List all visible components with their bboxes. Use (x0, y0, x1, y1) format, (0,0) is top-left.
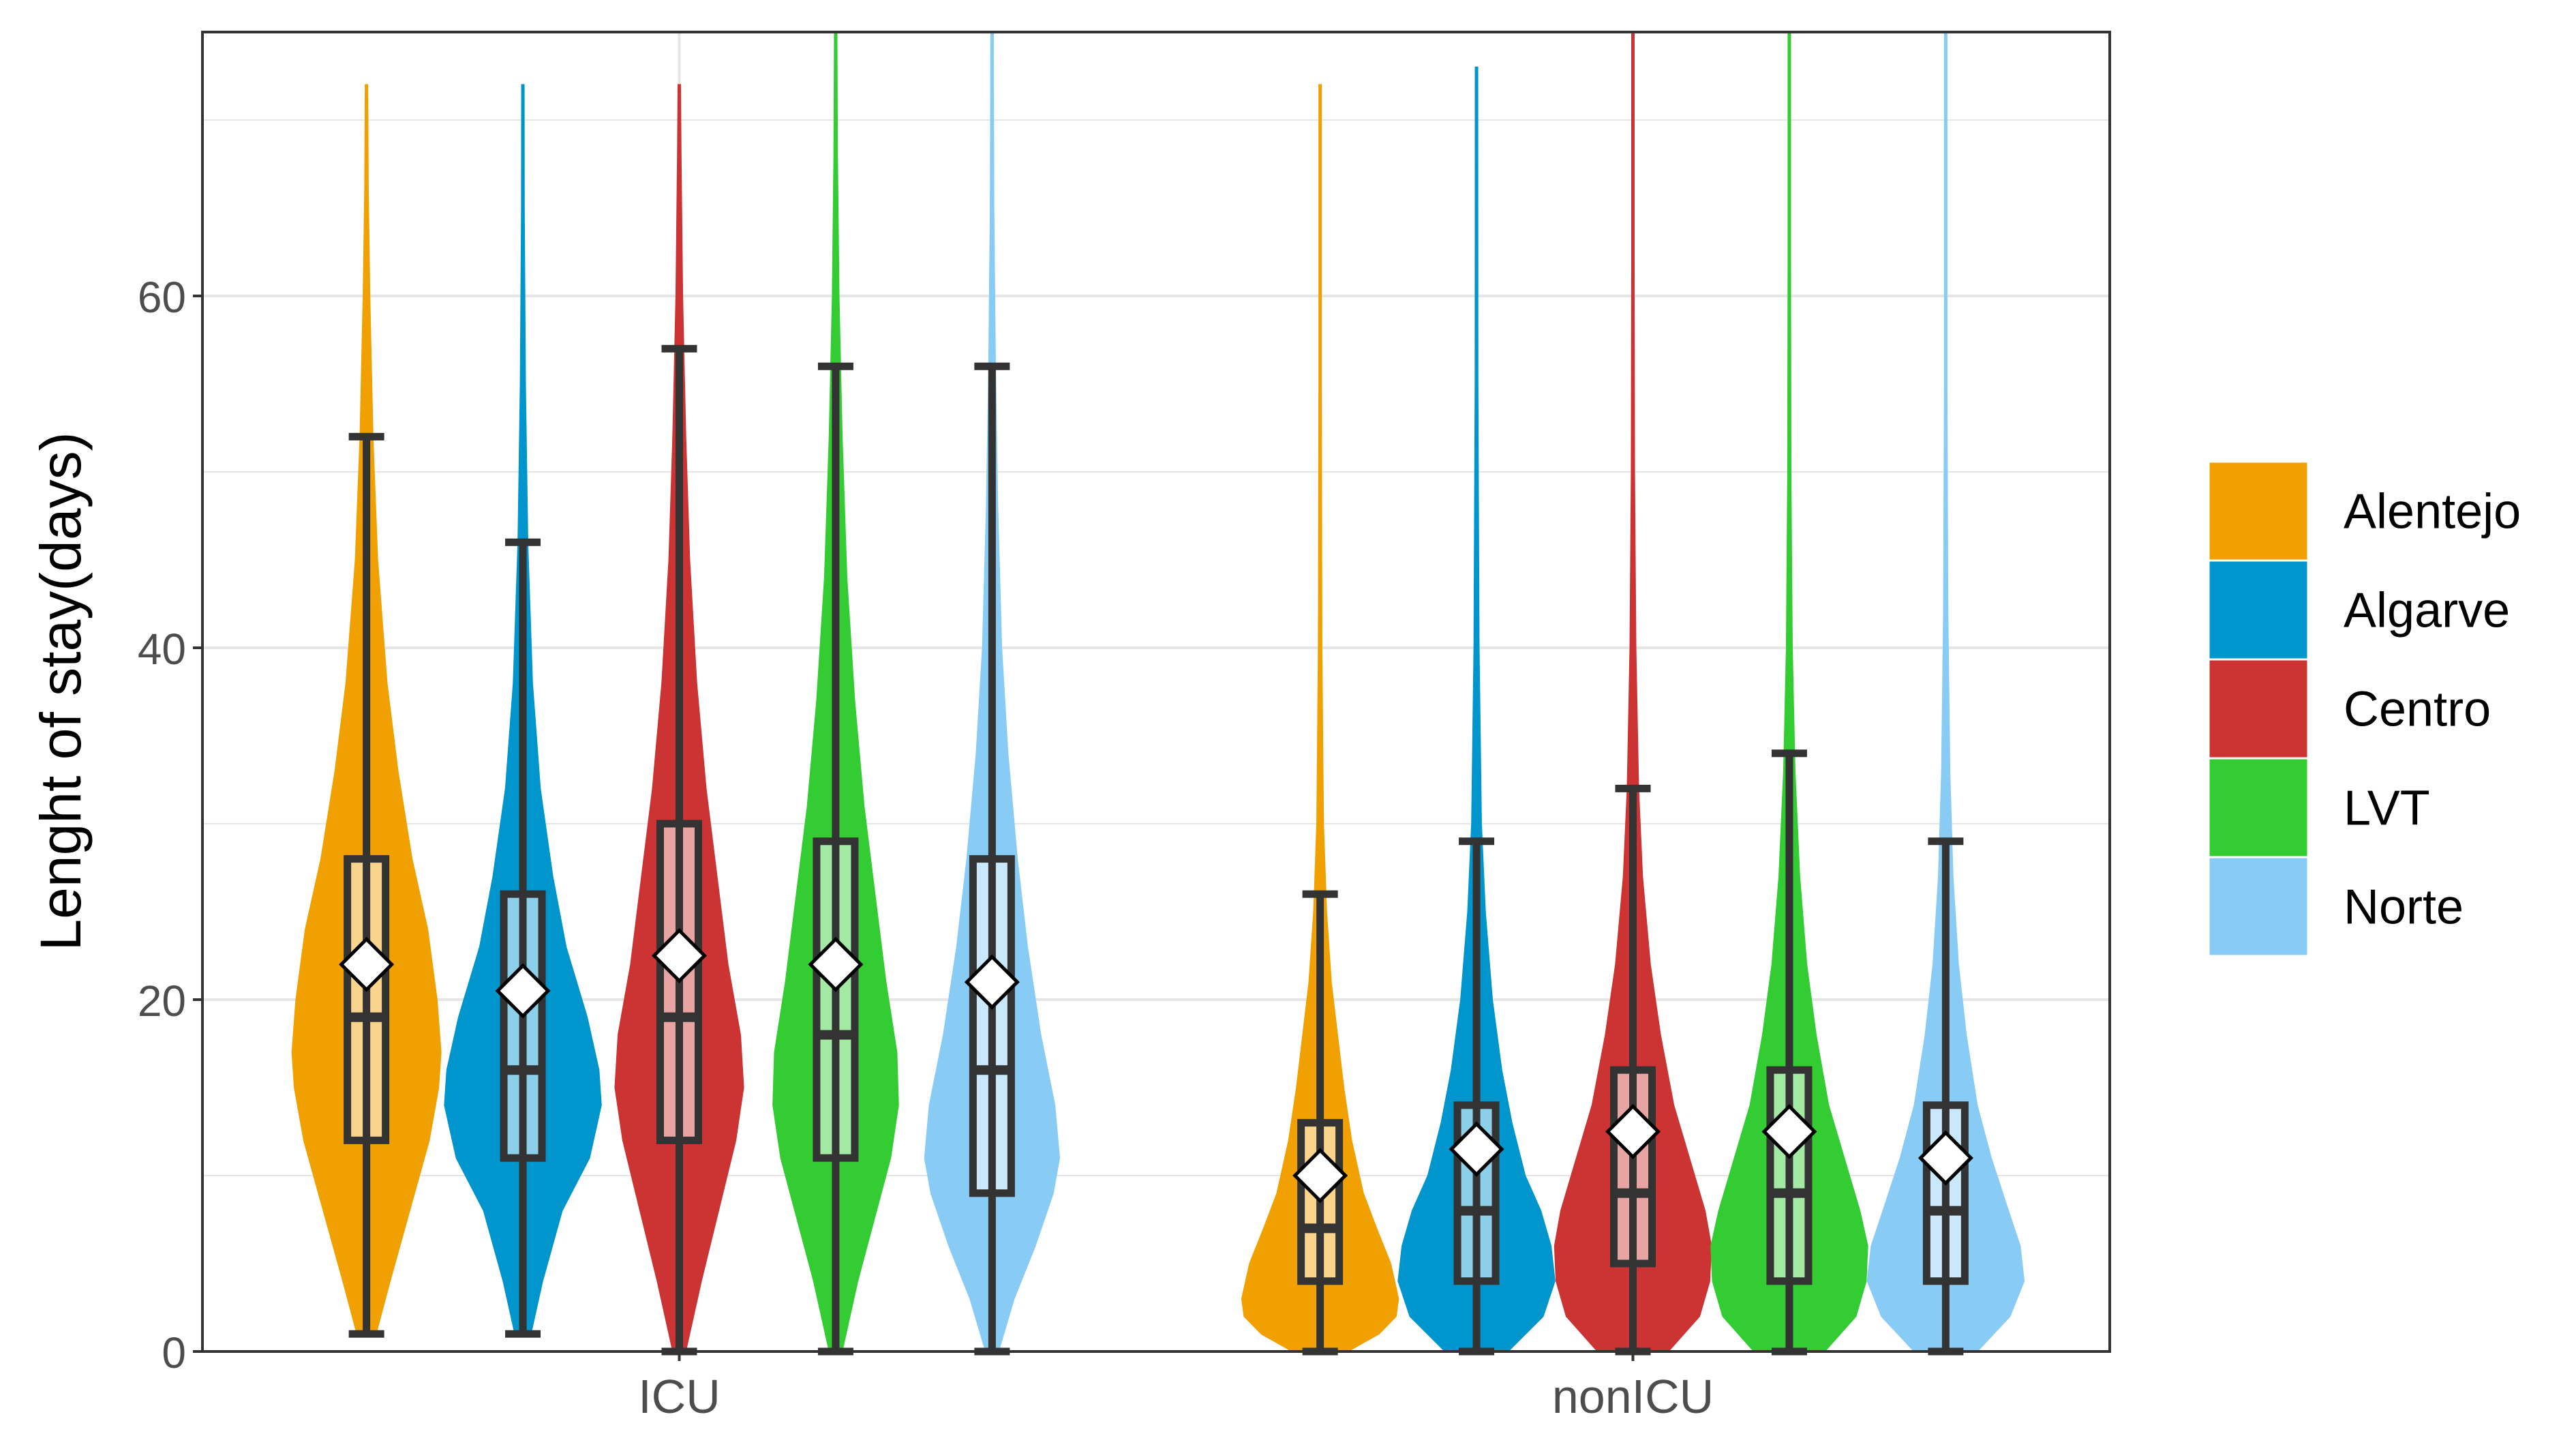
mean-marker (1292, 1148, 1348, 1204)
x-tick-label: ICU (638, 1370, 721, 1423)
legend-label-norte: Norte (2344, 880, 2464, 935)
legend-key-lvt (2207, 757, 2309, 858)
mean-marker (964, 954, 1020, 1010)
legend-key-algarve (2207, 559, 2309, 661)
legend-label-alentejo: Alentejo (2344, 485, 2521, 539)
mean-marker (1761, 1103, 1817, 1160)
legend-key-norte (2207, 856, 2309, 957)
y-tick-label: 20 (138, 976, 186, 1026)
y-tick-label: 40 (138, 625, 186, 674)
boxplots (339, 344, 1973, 1356)
mean-marker (495, 963, 551, 1019)
mean-marker (1605, 1103, 1661, 1160)
y-tick-label: 60 (138, 273, 186, 322)
legend: Alentejo Algarve Centro LVT Norte (2207, 460, 2521, 957)
legend-key-alentejo (2207, 460, 2309, 562)
mean-marker (339, 936, 395, 992)
mean-marker (1918, 1130, 1973, 1186)
y-axis: 0 20 40 60 (138, 273, 202, 1377)
violin-algarve-nonicu (1397, 66, 1556, 1352)
plot-panel-border (201, 31, 2111, 1353)
mean-marker (1449, 1121, 1504, 1177)
legend-key-centro (2207, 658, 2309, 760)
mean-marker (651, 927, 708, 984)
y-axis-title: Lenght of stay(days) (29, 432, 93, 951)
x-tick-label: nonICU (1552, 1370, 1714, 1423)
legend-label-lvt: LVT (2344, 781, 2430, 836)
violin-alentejo-nonicu (1241, 84, 1399, 1352)
legend-label-algarve: Algarve (2344, 584, 2510, 638)
x-axis: ICU nonICU (638, 1351, 1714, 1423)
y-tick-label: 0 (162, 1328, 186, 1377)
mean-marker (808, 936, 864, 992)
legend-label-centro: Centro (2344, 683, 2491, 737)
